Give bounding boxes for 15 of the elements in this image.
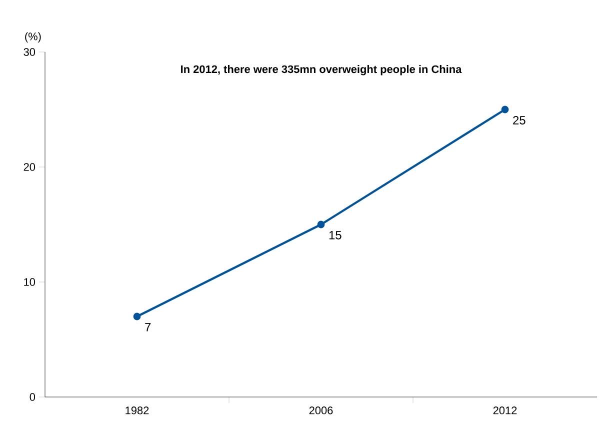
y-axis-title: (%) [25,32,41,42]
x-tick-label: 1982 [126,406,149,414]
y-tick-label: 10 [24,278,36,286]
text: In 2012, there were 335mn overweight people in China [181,65,462,76]
y-tick-label: 20 [24,163,36,171]
point [501,106,509,114]
data-label: 7 [145,323,151,332]
data-label: 25 [513,116,526,124]
x-tick-label: 2012 [493,406,517,414]
x-tick-label: 2006 [309,406,333,414]
point [133,312,141,320]
data-label: 15 [329,231,342,240]
y-tick-label: 30 [24,48,36,56]
point [317,220,325,228]
y-tick-label: 0 [30,393,36,401]
